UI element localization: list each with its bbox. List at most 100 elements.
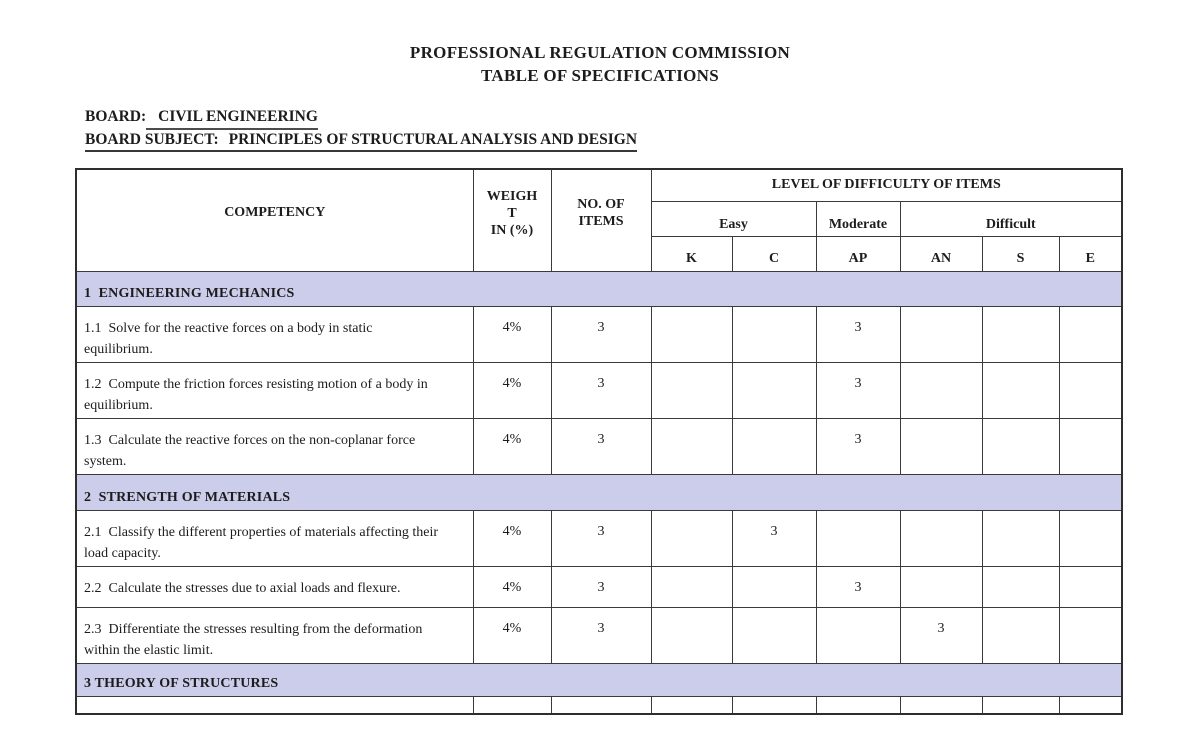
- difficulty-cell-ap: 3: [815, 565, 901, 608]
- difficulty-cell-an: [899, 361, 983, 419]
- section-title: 1 ENGINEERING MECHANICS: [75, 270, 1123, 307]
- board-line: BOARD: CIVIL ENGINEERING: [85, 107, 637, 130]
- table-row: 2.2 Calculate the stresses due to axial …: [75, 565, 1123, 608]
- competency-cell: 2.2 Calculate the stresses due to axial …: [75, 565, 474, 608]
- header-competency: COMPETENCY: [75, 168, 474, 272]
- specifications-table: COMPETENCY WEIGH T IN (%) NO. OF ITEMS L…: [75, 168, 1124, 715]
- header-col-e: E: [1058, 235, 1123, 272]
- board-label: BOARD:: [85, 108, 147, 125]
- weight-cell: 4%: [472, 509, 552, 567]
- difficulty-cell-c: [731, 606, 817, 664]
- difficulty-cell-c: [731, 565, 817, 608]
- items-cell: 3: [550, 509, 652, 567]
- board-value: CIVIL ENGINEERING: [146, 107, 318, 130]
- difficulty-cell-c: 3: [731, 509, 817, 567]
- header-no-of-items: NO. OF ITEMS: [550, 168, 652, 272]
- difficulty-cell-e: [1058, 509, 1123, 567]
- items-cell: 3: [550, 565, 652, 608]
- difficulty-cell-s: [981, 305, 1060, 363]
- weight-cell: 4%: [472, 361, 552, 419]
- table-row: 2.3 Differentiate the stresses resulting…: [75, 606, 1123, 664]
- table-row: 1.2 Compute the friction forces resistin…: [75, 361, 1123, 419]
- board-subject-label: BOARD SUBJECT:: [85, 130, 219, 148]
- competency-cell: 2.3 Differentiate the stresses resulting…: [75, 606, 474, 664]
- difficulty-cell-k: [650, 305, 733, 363]
- difficulty-cell-e: [1058, 417, 1123, 475]
- difficulty-cell-c: [731, 305, 817, 363]
- difficulty-cell-ap: [815, 695, 901, 715]
- difficulty-cell-ap: 3: [815, 417, 901, 475]
- difficulty-cell-an: 3: [899, 606, 983, 664]
- difficulty-cell-ap: 3: [815, 305, 901, 363]
- difficulty-cell-k: [650, 565, 733, 608]
- section-band-3: 3 THEORY OF STRUCTURES: [75, 662, 1123, 697]
- header-group-easy: Easy: [650, 200, 817, 237]
- table-row: 1.3 Calculate the reactive forces on the…: [75, 417, 1123, 475]
- difficulty-cell-s: [981, 695, 1060, 715]
- difficulty-cell-c: [731, 361, 817, 419]
- difficulty-cell-ap: [815, 606, 901, 664]
- board-block: BOARD: CIVIL ENGINEERING BOARD SUBJECT: PR…: [85, 107, 638, 152]
- board-subject-value: PRINCIPLES OF STRUCTURAL ANALYSIS AND DE…: [228, 130, 638, 148]
- difficulty-cell-s: [981, 417, 1060, 475]
- section-title: 2 STRENGTH OF MATERIALS: [75, 473, 1123, 511]
- difficulty-cell-k: [650, 417, 733, 475]
- competency-cell: 1.2 Compute the friction forces resistin…: [75, 361, 474, 419]
- section-band-2: 2 STRENGTH OF MATERIALS: [75, 473, 1123, 511]
- competency-cell: 2.1 Classify the different properties of…: [75, 509, 474, 567]
- difficulty-cell-s: [981, 361, 1060, 419]
- header-col-an: AN: [899, 235, 983, 272]
- difficulty-cell-ap: [815, 509, 901, 567]
- weight-cell: 4%: [472, 565, 552, 608]
- difficulty-cell-ap: 3: [815, 361, 901, 419]
- weight-cell: 4%: [472, 606, 552, 664]
- title-line1: PROFESSIONAL REGULATION COMMISSION: [409, 43, 791, 62]
- table-row: 1.1 Solve for the reactive forces on a b…: [75, 305, 1123, 363]
- difficulty-cell-c: [731, 695, 817, 715]
- header-group-moderate: Moderate: [815, 200, 901, 237]
- items-cell: 3: [550, 417, 652, 475]
- difficulty-cell-k: [650, 509, 733, 567]
- header-weight: WEIGH T IN (%): [472, 168, 552, 272]
- header-col-ap: AP: [815, 235, 901, 272]
- competency-cell: 1.1 Solve for the reactive forces on a b…: [75, 305, 474, 363]
- difficulty-cell-e: [1058, 606, 1123, 664]
- difficulty-cell-e: [1058, 565, 1123, 608]
- header-col-k: K: [650, 235, 733, 272]
- weight-cell: [472, 695, 552, 715]
- difficulty-cell-s: [981, 565, 1060, 608]
- weight-cell: 4%: [472, 417, 552, 475]
- weight-cell: 4%: [472, 305, 552, 363]
- difficulty-cell-an: [899, 305, 983, 363]
- competency-cell: [75, 695, 474, 715]
- difficulty-cell-k: [650, 361, 733, 419]
- difficulty-cell-s: [981, 606, 1060, 664]
- items-cell: 3: [550, 606, 652, 664]
- title-line2: TABLE OF SPECIFICATIONS: [480, 66, 720, 85]
- difficulty-cell-an: [899, 565, 983, 608]
- table-row-empty: [75, 695, 1123, 715]
- difficulty-cell-e: [1058, 305, 1123, 363]
- difficulty-cell-e: [1058, 695, 1123, 715]
- difficulty-cell-an: [899, 509, 983, 567]
- document-title: PROFESSIONAL REGULATION COMMISSION TABLE…: [0, 41, 1200, 87]
- section-band-1: 1 ENGINEERING MECHANICS: [75, 270, 1123, 307]
- difficulty-cell-c: [731, 417, 817, 475]
- section-title: 3 THEORY OF STRUCTURES: [75, 662, 1123, 697]
- items-cell: 3: [550, 361, 652, 419]
- difficulty-cell-k: [650, 695, 733, 715]
- board-subject-line: BOARD SUBJECT: PRINCIPLES OF STRUCTURAL A…: [85, 130, 638, 152]
- header-group-difficult: Difficult: [899, 200, 1123, 237]
- difficulty-cell-an: [899, 417, 983, 475]
- header-difficulty-title: LEVEL OF DIFFICULTY OF ITEMS: [650, 168, 1123, 202]
- items-cell: 3: [550, 305, 652, 363]
- table-row: 2.1 Classify the different properties of…: [75, 509, 1123, 567]
- header-col-s: S: [981, 235, 1060, 272]
- difficulty-cell-an: [899, 695, 983, 715]
- header-col-c: C: [731, 235, 817, 272]
- competency-cell: 1.3 Calculate the reactive forces on the…: [75, 417, 474, 475]
- difficulty-cell-k: [650, 606, 733, 664]
- difficulty-cell-s: [981, 509, 1060, 567]
- difficulty-cell-e: [1058, 361, 1123, 419]
